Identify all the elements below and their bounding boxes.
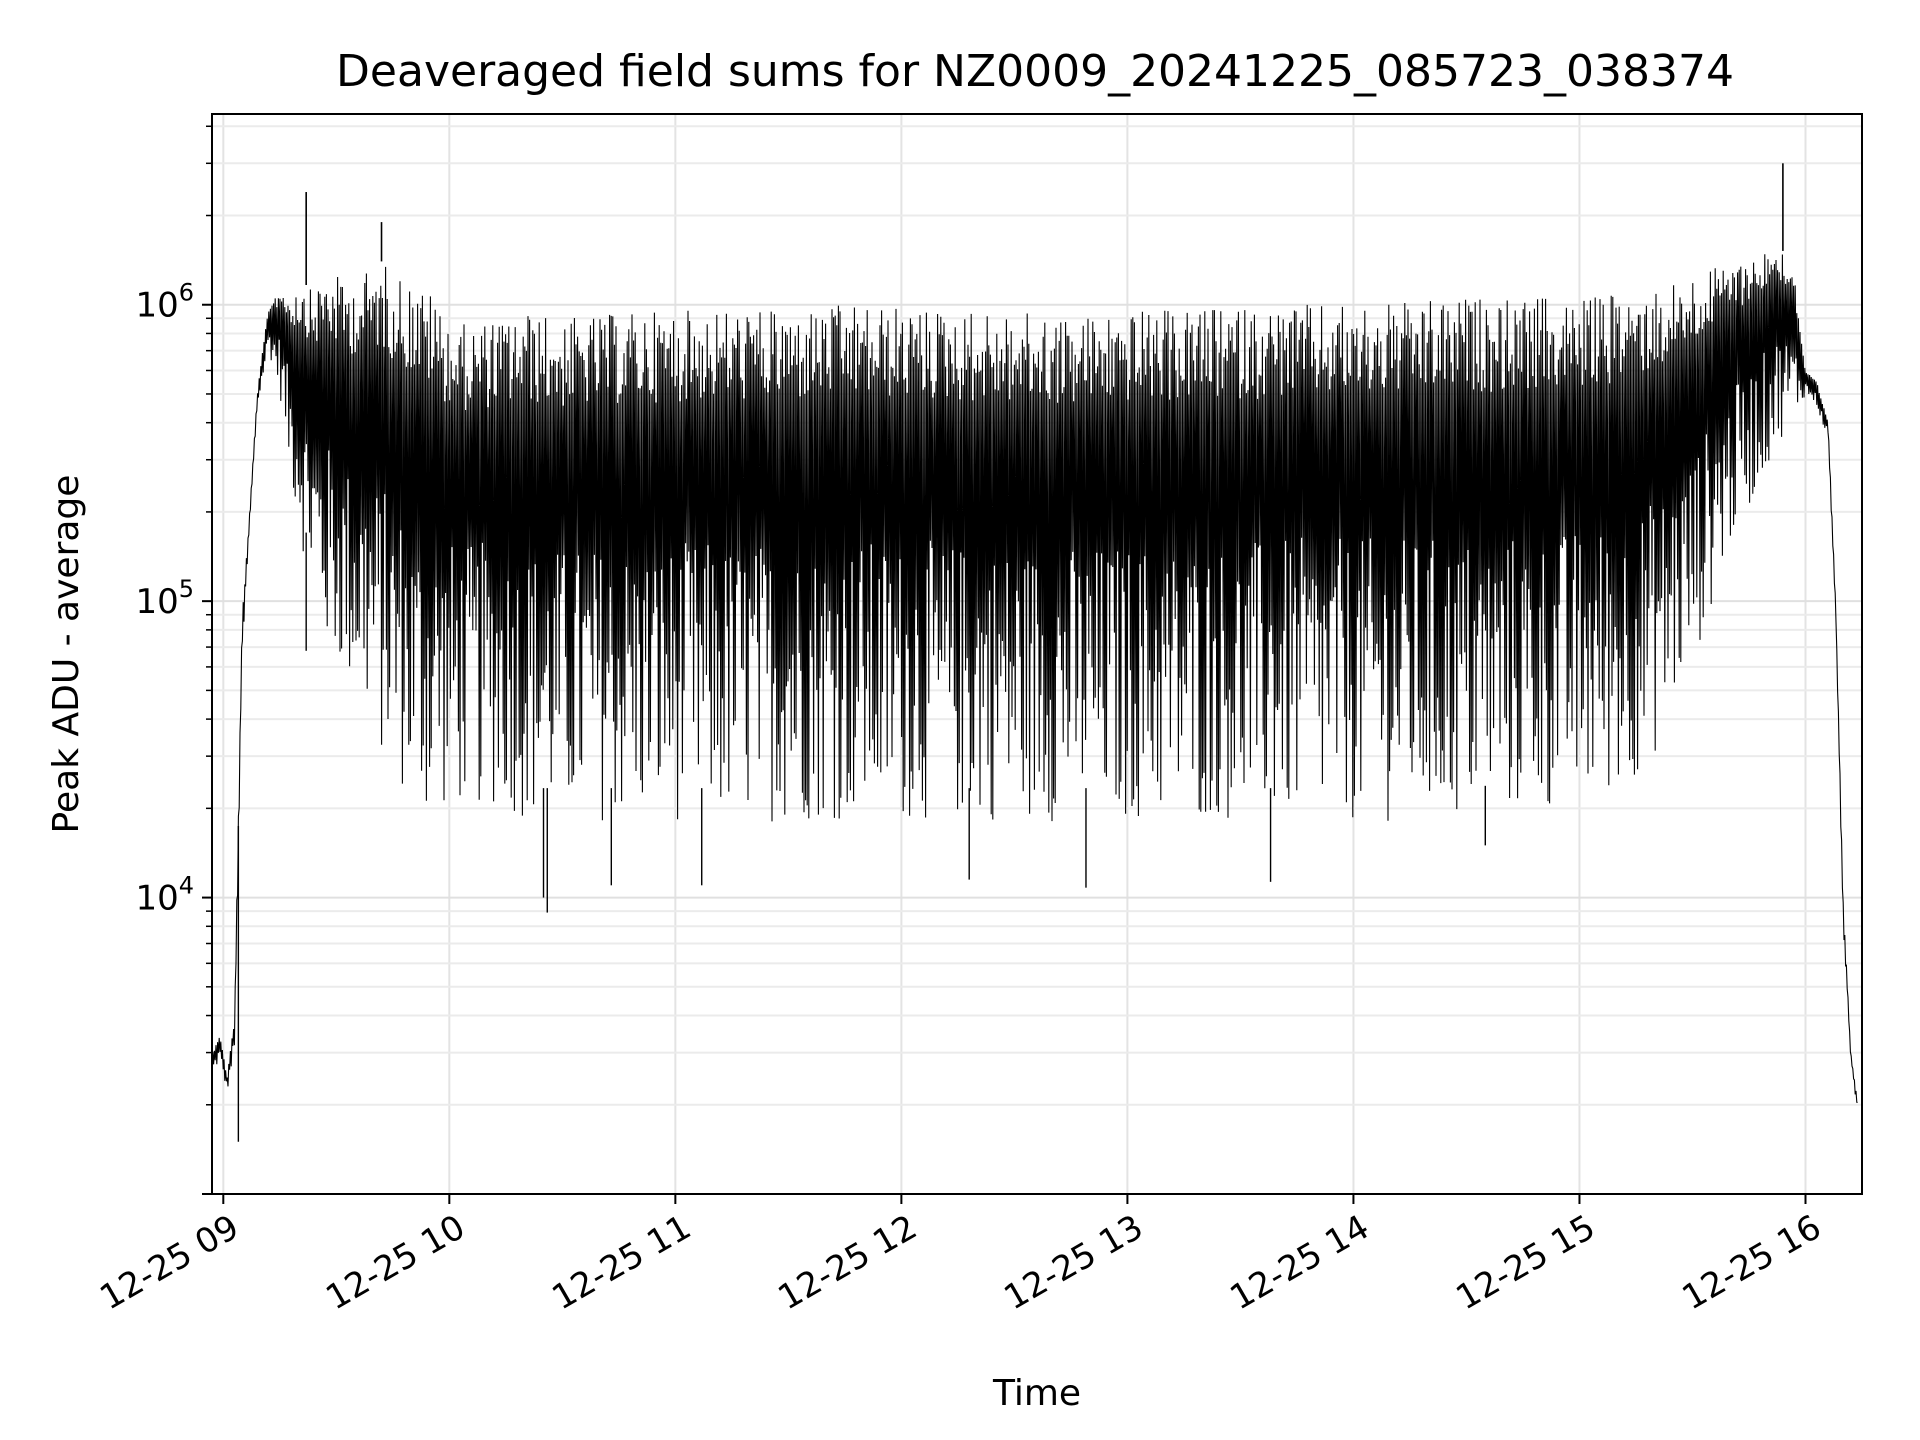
y-tick-label: 106: [135, 279, 194, 326]
y-tick-exponent: 5: [179, 575, 194, 603]
y-axis-label: Peak ADU - average: [46, 475, 87, 834]
y-tick-base: 10: [135, 582, 178, 622]
y-tick-exponent: 6: [179, 279, 194, 307]
series-line: [211, 254, 1858, 1103]
series-layer: [211, 163, 1858, 1142]
y-tick-exponent: 4: [179, 872, 194, 900]
chart-title: Deaveraged field sums for NZ0009_2024122…: [336, 46, 1734, 97]
plot-frame: [211, 113, 1863, 1195]
y-tick-label: 105: [135, 575, 194, 622]
x-axis-label: Time: [992, 1373, 1081, 1414]
y-tick-base: 10: [135, 286, 178, 326]
y-tick-base: 10: [135, 879, 178, 919]
y-tick-label: 104: [135, 872, 194, 919]
